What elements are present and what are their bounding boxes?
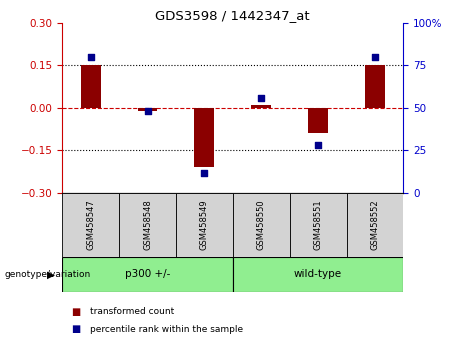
Text: GSM458548: GSM458548 <box>143 199 152 250</box>
Bar <box>119 193 176 257</box>
Bar <box>233 257 403 292</box>
Text: ■: ■ <box>71 307 81 316</box>
Text: GSM458552: GSM458552 <box>371 199 379 250</box>
Bar <box>62 257 233 292</box>
Bar <box>62 193 119 257</box>
Text: GSM458550: GSM458550 <box>257 199 266 250</box>
Title: GDS3598 / 1442347_at: GDS3598 / 1442347_at <box>155 9 310 22</box>
Bar <box>137 108 158 111</box>
Point <box>371 54 378 60</box>
Text: percentile rank within the sample: percentile rank within the sample <box>90 325 243 334</box>
Bar <box>251 105 271 108</box>
Bar <box>233 193 290 257</box>
Text: ▶: ▶ <box>47 269 55 279</box>
Text: ■: ■ <box>71 324 81 334</box>
Text: p300 +/-: p300 +/- <box>125 269 170 279</box>
Point <box>144 109 151 114</box>
Point <box>258 95 265 101</box>
Bar <box>176 193 233 257</box>
Text: wild-type: wild-type <box>294 269 342 279</box>
Bar <box>195 108 214 167</box>
Text: GSM458549: GSM458549 <box>200 199 209 250</box>
Point <box>201 170 208 175</box>
Point <box>87 54 95 60</box>
Point <box>314 143 322 148</box>
Bar <box>290 193 347 257</box>
Bar <box>308 108 328 133</box>
Text: genotype/variation: genotype/variation <box>5 270 91 279</box>
Bar <box>81 65 100 108</box>
Text: GSM458551: GSM458551 <box>313 199 323 250</box>
Text: transformed count: transformed count <box>90 307 174 316</box>
Bar <box>365 65 385 108</box>
Text: GSM458547: GSM458547 <box>86 199 95 250</box>
Bar <box>347 193 403 257</box>
